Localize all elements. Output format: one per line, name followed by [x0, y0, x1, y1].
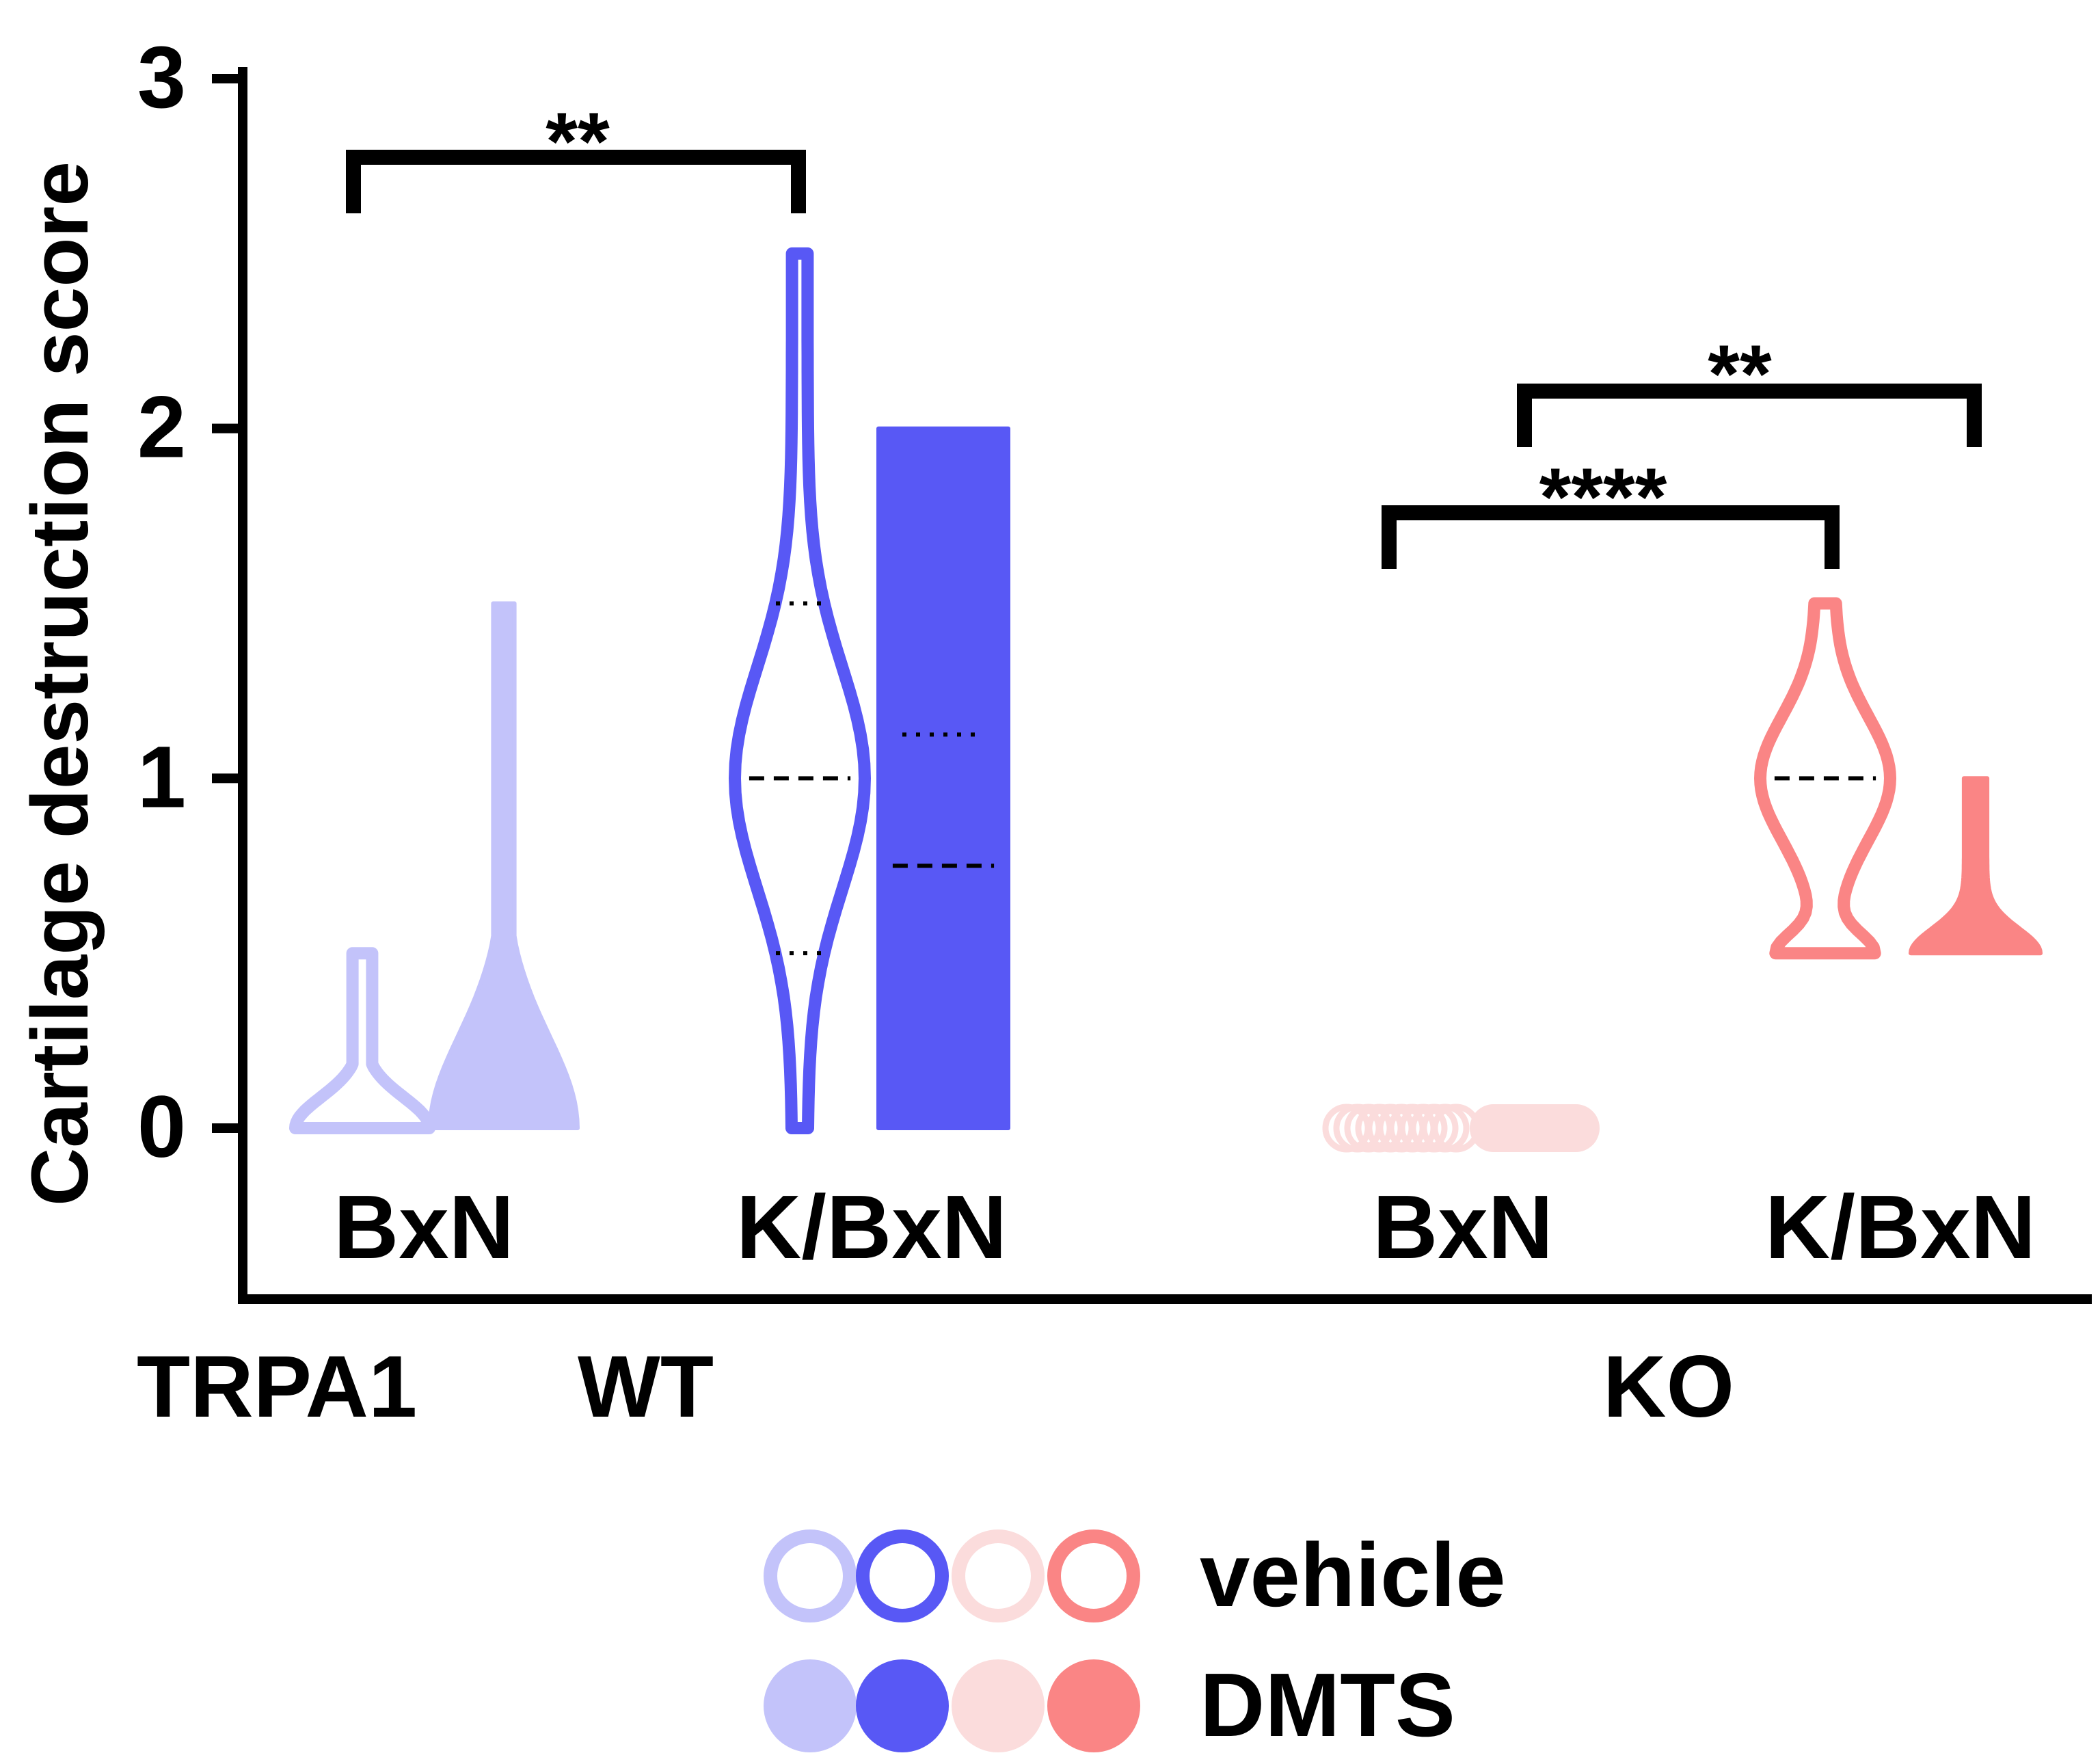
y-tick-label-3: 3 [137, 29, 186, 126]
legend-label-dmts: DMTS [1200, 1655, 1455, 1755]
legend-label-vehicle: vehicle [1200, 1525, 1506, 1625]
y-tick-label-2: 2 [137, 379, 186, 477]
genotype-label-ko: KO [1603, 1338, 1734, 1436]
violin-wt-k-bxn-dmts [876, 426, 1010, 1130]
x-group-labels: BxN K/BxN BxN K/BxN [334, 1177, 2036, 1277]
legend-swatch-DMTS-4 [1047, 1659, 1140, 1752]
violin-wt-k-bxn-vehicle [729, 247, 871, 1134]
violin-ko-bxn-vehicle [1322, 1104, 1481, 1153]
legend: vehicle DMTS [764, 1525, 1506, 1755]
x-label-ko-kbxn: K/BxN [1765, 1177, 2036, 1277]
significance-label-1: ** [546, 96, 610, 187]
violins [289, 247, 2043, 1153]
legend-swatch-vehicle-2 [856, 1529, 949, 1622]
legend-swatch-DMTS-1 [764, 1659, 857, 1752]
y-tick-label-1: 1 [137, 728, 186, 826]
legend-swatch-vehicle-4 [1047, 1529, 1140, 1622]
row-label-trpa1: TRPA1 [137, 1338, 417, 1436]
x-label-wt-bxn: BxN [334, 1177, 514, 1277]
y-ticks: 0 1 2 3 [137, 29, 243, 1176]
legend-swatch-vehicle-3 [952, 1529, 1045, 1622]
genotype-label-wt: WT [578, 1338, 714, 1436]
legend-swatch-vehicle-1 [764, 1529, 857, 1622]
significance-bracket-3 [1517, 384, 1982, 447]
violin-ko-bxn-dmts [1470, 1104, 1600, 1152]
significance-label-3: ** [1708, 328, 1772, 420]
legend-swatch-DMTS-2 [856, 1659, 949, 1752]
violin-wt-bxn-dmts [428, 601, 580, 1130]
significance-label-2: **** [1539, 451, 1667, 543]
significance-bracket-1 [346, 150, 806, 213]
violin-ko-k-bxn-dmts [1909, 776, 2043, 956]
violin-wt-bxn-vehicle [289, 947, 435, 1134]
significance-brackets: ******** [346, 96, 1982, 569]
legend-swatch-DMTS-3 [952, 1659, 1045, 1752]
y-tick-label-0: 0 [137, 1078, 186, 1176]
significance-bracket-2 [1382, 505, 1840, 569]
x-label-ko-bxn: BxN [1373, 1177, 1553, 1277]
x-label-wt-kbxn: K/BxN [736, 1177, 1007, 1277]
axes [238, 67, 2092, 1304]
y-axis-label: Cartilage destruction score [15, 161, 105, 1206]
